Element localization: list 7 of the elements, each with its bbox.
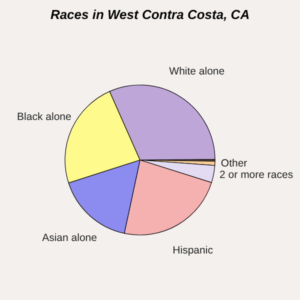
slice-label: Other bbox=[220, 158, 248, 170]
slice-label: White alone bbox=[169, 66, 225, 78]
slice-label: 2 or more races bbox=[220, 169, 294, 182]
slice-label: Hispanic bbox=[172, 244, 213, 257]
chart-title: Races in West Contra Costa, CA bbox=[50, 7, 250, 22]
slice-label: Black alone bbox=[17, 111, 72, 124]
slice-label: Asian alone bbox=[42, 232, 98, 244]
